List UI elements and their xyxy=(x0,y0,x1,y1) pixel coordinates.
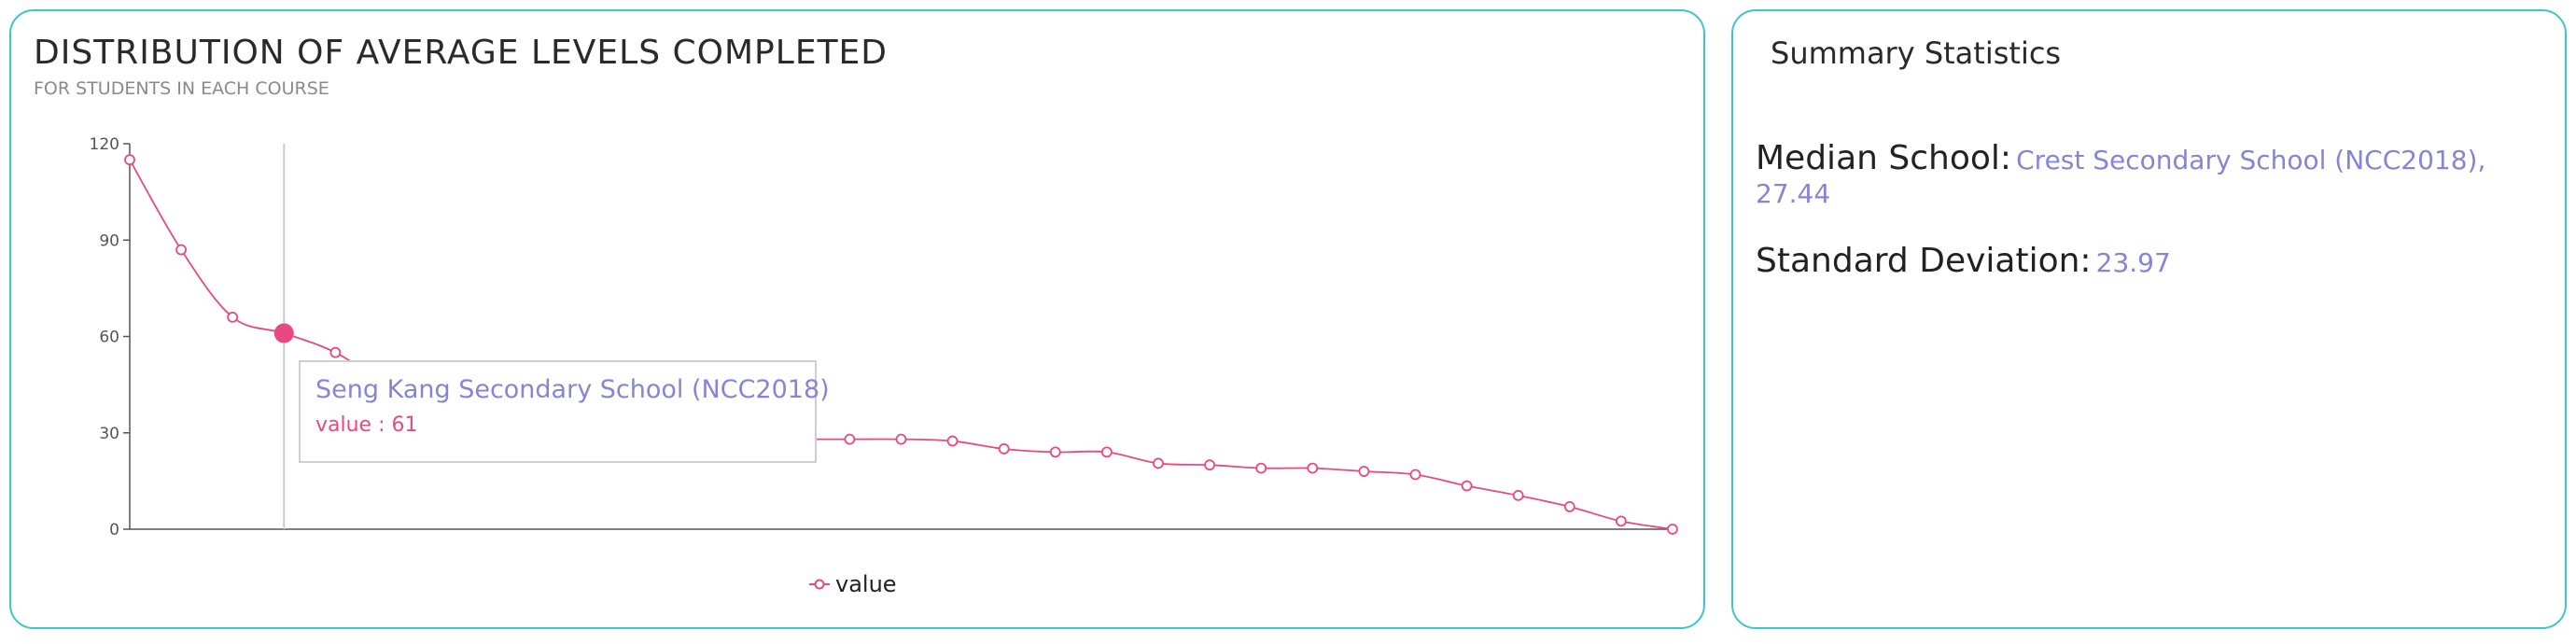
data-point[interactable] xyxy=(1101,446,1113,458)
summary-statistics-panel: Summary Statistics Median School: Crest … xyxy=(1731,9,2567,629)
series-line-group xyxy=(129,159,1673,530)
legend-label: value xyxy=(835,571,897,597)
chart-legend[interactable]: value xyxy=(809,571,897,597)
data-point[interactable] xyxy=(895,433,907,445)
median-school-stat: Median School: Crest Secondary School (N… xyxy=(1756,138,2549,210)
y-tick-label: 0 xyxy=(109,521,119,539)
data-point[interactable] xyxy=(1358,466,1370,477)
data-tooltip: Seng Kang Secondary School (NCC2018) val… xyxy=(299,360,830,463)
data-point[interactable] xyxy=(1204,459,1215,471)
tooltip-school-name: Seng Kang Secondary School (NCC2018) xyxy=(315,375,830,404)
data-point[interactable] xyxy=(1409,469,1421,481)
chart-subtitle: FOR STUDENTS IN EACH COURSE xyxy=(34,78,329,99)
data-point-active[interactable] xyxy=(273,323,294,343)
data-point[interactable] xyxy=(998,443,1010,455)
data-point[interactable] xyxy=(1255,462,1267,474)
y-tick-label: 60 xyxy=(99,329,119,347)
data-point[interactable] xyxy=(175,244,188,256)
data-point[interactable] xyxy=(1307,462,1319,474)
median-label: Median School: xyxy=(1756,139,2012,177)
data-point[interactable] xyxy=(1049,446,1061,458)
chart-title: DISTRIBUTION OF AVERAGE LEVELS COMPLETED xyxy=(34,34,889,72)
legend-line-marker-icon xyxy=(809,579,830,590)
data-point[interactable] xyxy=(1667,524,1678,535)
standard-deviation-stat: Standard Deviation: 23.97 xyxy=(1756,241,2549,281)
sd-label: Standard Deviation: xyxy=(1756,242,2092,280)
data-point[interactable] xyxy=(1616,515,1627,527)
data-point[interactable] xyxy=(844,433,856,445)
data-point[interactable] xyxy=(124,154,135,166)
data-point[interactable] xyxy=(227,311,239,323)
line-chart[interactable]: 0 30 60 90 120 xyxy=(11,11,1707,631)
y-tick-label: 90 xyxy=(99,231,119,250)
chart-panel: DISTRIBUTION OF AVERAGE LEVELS COMPLETED… xyxy=(9,9,1705,629)
data-point[interactable] xyxy=(1512,489,1524,501)
data-point[interactable] xyxy=(1563,501,1575,512)
median-value: Crest Secondary School (NCC2018), 27.44 xyxy=(1756,145,2486,210)
data-points-group xyxy=(124,154,1678,535)
data-point[interactable] xyxy=(1153,457,1164,469)
sd-value: 23.97 xyxy=(2095,247,2171,278)
tooltip-value: value : 61 xyxy=(315,413,418,437)
stats-title: Summary Statistics xyxy=(1771,35,2062,71)
y-tick-label: 30 xyxy=(99,425,119,443)
y-tick-label: 120 xyxy=(90,135,119,154)
data-point[interactable] xyxy=(946,435,959,447)
data-point[interactable] xyxy=(329,346,342,358)
data-point[interactable] xyxy=(1461,480,1473,492)
chart-axes: 0 30 60 90 120 xyxy=(90,135,1673,539)
series-line xyxy=(129,159,1673,530)
